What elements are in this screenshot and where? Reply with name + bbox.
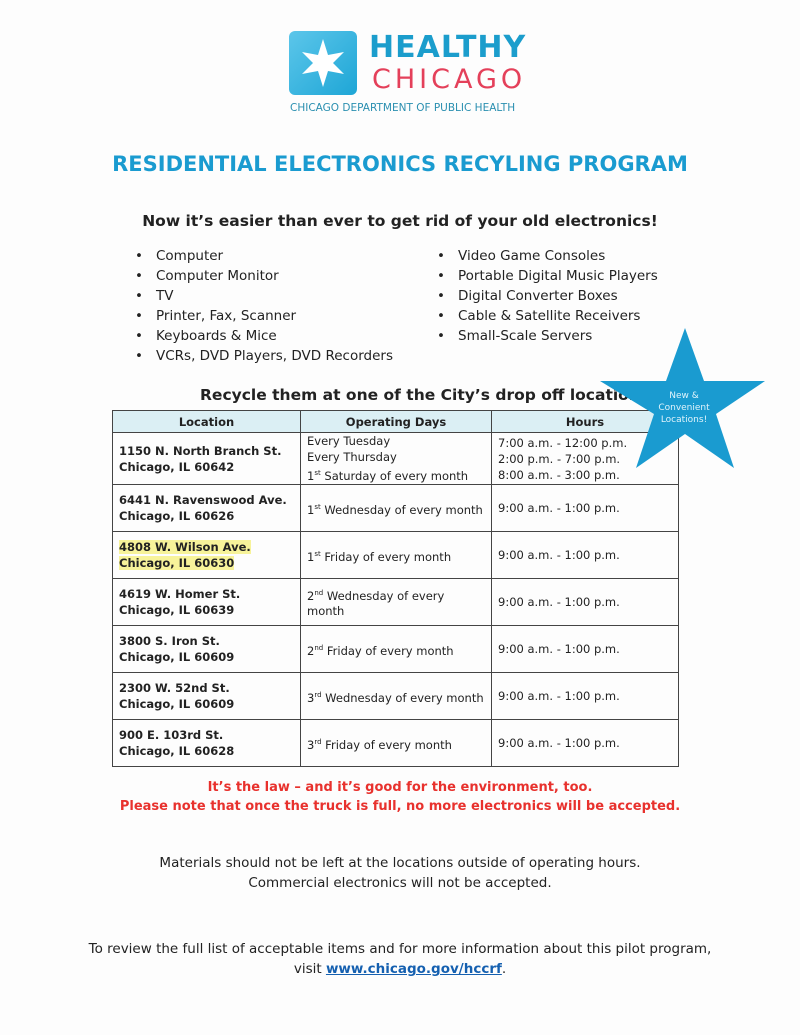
logo-department: CHICAGO DEPARTMENT OF PUBLIC HEALTH [290, 102, 516, 114]
law-notice: It’s the law – and it’s good for the env… [207, 780, 593, 795]
list-item: TV [132, 286, 393, 306]
items-list-right: Video Game ConsolesPortable Digital Musi… [434, 246, 658, 346]
list-item: Computer [132, 246, 393, 266]
list-item: Digital Converter Boxes [434, 286, 658, 306]
loc-line: 900 E. 103rd St. [119, 728, 224, 742]
days-line: 2nd Friday of every month [307, 643, 454, 658]
page-title: RESIDENTIAL ELECTRONICS RECYLING PROGRAM [112, 152, 688, 176]
loc-line: Chicago, IL 60639 [119, 603, 235, 617]
loc-line: Chicago, IL 60609 [119, 697, 235, 711]
hccrf-link[interactable]: www.chicago.gov/hccrf [325, 961, 502, 977]
list-item: Keyboards & Mice [132, 326, 393, 346]
cell-hours: 9:00 a.m. - 1:00 p.m. [491, 578, 679, 626]
cell-days: 1st Wednesday of every month [300, 484, 492, 532]
table-row: 4808 W. Wilson Ave. Chicago, IL 60630 1st … [112, 531, 679, 579]
table-row: 4619 W. Homer St. Chicago, IL 60639 2nd We… [112, 578, 679, 626]
days-line: 3rd Wednesday of every month [307, 690, 484, 705]
loc-line: Chicago, IL 60609 [119, 650, 235, 664]
cell-loc: 2300 W. 52nd St. Chicago, IL 60609 [112, 672, 301, 720]
table-row: 1150 N. North Branch St. Chicago, IL 6064… [112, 432, 679, 485]
operating-hours-note: Materials should not be left at the loca… [159, 855, 641, 871]
star-icon [600, 328, 765, 468]
cell-loc: 1150 N. North Branch St. Chicago, IL 6064… [112, 432, 301, 485]
table-row: 6441 N. Ravenswood Ave. Chicago, IL 60626… [112, 484, 679, 532]
header-location: Location [112, 410, 301, 433]
chicago-star-logo [289, 31, 357, 95]
new-locations-star: New & Convenient Locations! [600, 328, 765, 468]
days-line: 1st Wednesday of every month [307, 502, 483, 517]
days-line: 3rd Friday of every month [307, 737, 452, 752]
list-item: Cable & Satellite Receivers [434, 306, 658, 326]
star-text-1: New & [669, 391, 699, 401]
header-days: Operating Days [300, 410, 492, 433]
hours-line: 8:00 a.m. - 3:00 p.m. [498, 467, 620, 482]
loc-line: 2300 W. 52nd St. [119, 681, 230, 695]
list-item: Video Game Consoles [434, 246, 658, 266]
hours-line: 9:00 a.m. - 1:00 p.m. [498, 689, 620, 703]
table-row: 2300 W. 52nd St. Chicago, IL 60609 3rd Wed… [112, 672, 679, 720]
cell-days: 3rd Wednesday of every month [300, 672, 492, 720]
loc-line: Chicago, IL 60630 [119, 556, 235, 570]
star-text-3: Locations! [661, 415, 707, 425]
days-line: 1st Friday of every month [307, 549, 452, 564]
list-item: Small-Scale Servers [434, 326, 658, 346]
list-item: VCRs, DVD Players, DVD Recorders [132, 346, 393, 366]
loc-line: 1150 N. North Branch St. [119, 443, 282, 458]
items-list-left: ComputerComputer MonitorTVPrinter, Fax, … [132, 246, 393, 366]
loc-line: Chicago, IL 60628 [119, 744, 235, 758]
loc-line: 4619 W. Homer St. [119, 587, 241, 601]
cell-days: Every Tuesday Every Thursday 1st Saturday … [300, 432, 492, 485]
cell-hours: 9:00 a.m. - 1:00 p.m. [491, 531, 679, 579]
hours-line: 9:00 a.m. - 1:00 p.m. [498, 642, 620, 656]
six-point-star-icon [302, 39, 344, 87]
loc-line: Chicago, IL 60626 [119, 509, 235, 523]
cell-hours: 9:00 a.m. - 1:00 p.m. [491, 672, 679, 720]
locations-table: Location Operating Days Hours 1150 N. No… [112, 410, 679, 767]
cell-hours: 9:00 a.m. - 1:00 p.m. [491, 719, 679, 767]
days-line: Every Thursday [307, 450, 397, 465]
loc-line: 3800 S. Iron St. [119, 634, 220, 648]
list-item: Printer, Fax, Scanner [132, 306, 393, 326]
list-item: Portable Digital Music Players [434, 266, 658, 286]
cell-loc: 900 E. 103rd St. Chicago, IL 60628 [112, 719, 301, 767]
hours-line: 9:00 a.m. - 1:00 p.m. [498, 548, 620, 562]
footer-info: To review the full list of acceptable it… [88, 941, 712, 957]
cell-days: 2nd Wednesday of every month [300, 578, 492, 626]
cell-days: 1st Friday of every month [300, 531, 492, 579]
loc-line: 6441 N. Ravenswood Ave. [119, 493, 287, 507]
cell-loc: 4808 W. Wilson Ave. Chicago, IL 60630 [112, 531, 301, 579]
commercial-note: Commercial electronics will not be accep… [248, 875, 552, 891]
table-row: 900 E. 103rd St. Chicago, IL 60628 3rd Fri… [112, 719, 679, 767]
list-item: Computer Monitor [132, 266, 393, 286]
cell-loc: 6441 N. Ravenswood Ave. Chicago, IL 60626 [112, 484, 301, 532]
recycle-heading: Recycle them at one of the City’s drop o… [200, 386, 656, 404]
days-line: 2nd Wednesday of every month [307, 588, 445, 619]
hours-line: 9:00 a.m. - 1:00 p.m. [498, 501, 620, 515]
cell-loc: 3800 S. Iron St. Chicago, IL 60609 [112, 625, 301, 673]
hours-line: 9:00 a.m. - 1:00 p.m. [498, 595, 620, 609]
days-line: Every Tuesday [307, 434, 391, 449]
cell-hours: 9:00 a.m. - 1:00 p.m. [491, 484, 679, 532]
footer-visit: visit www.chicago.gov/hccrf. [293, 961, 507, 977]
loc-line: 4808 W. Wilson Ave. [119, 540, 251, 554]
cell-hours: 9:00 a.m. - 1:00 p.m. [491, 625, 679, 673]
hours-line: 7:00 a.m. - 12:00 p.m. [498, 435, 628, 450]
truck-full-notice: Please note that once the truck is full,… [119, 799, 681, 814]
logo-healthy: HEALTHY [369, 30, 527, 65]
hours-line: 2:00 p.m. - 7:00 p.m. [498, 451, 621, 466]
hours-line: 9:00 a.m. - 1:00 p.m. [498, 736, 620, 750]
subtitle: Now it’s easier than ever to get rid of … [142, 212, 658, 230]
table-row: 3800 S. Iron St. Chicago, IL 60609 2nd Fri… [112, 625, 679, 673]
cell-loc: 4619 W. Homer St. Chicago, IL 60639 [112, 578, 301, 626]
logo-chicago: CHICAGO [372, 64, 527, 95]
loc-line: Chicago, IL 60642 [119, 459, 235, 474]
star-text-2: Convenient [658, 403, 710, 413]
days-line: 1st Saturday of every month [307, 468, 469, 483]
cell-days: 3rd Friday of every month [300, 719, 492, 767]
cell-days: 2nd Friday of every month [300, 625, 492, 673]
